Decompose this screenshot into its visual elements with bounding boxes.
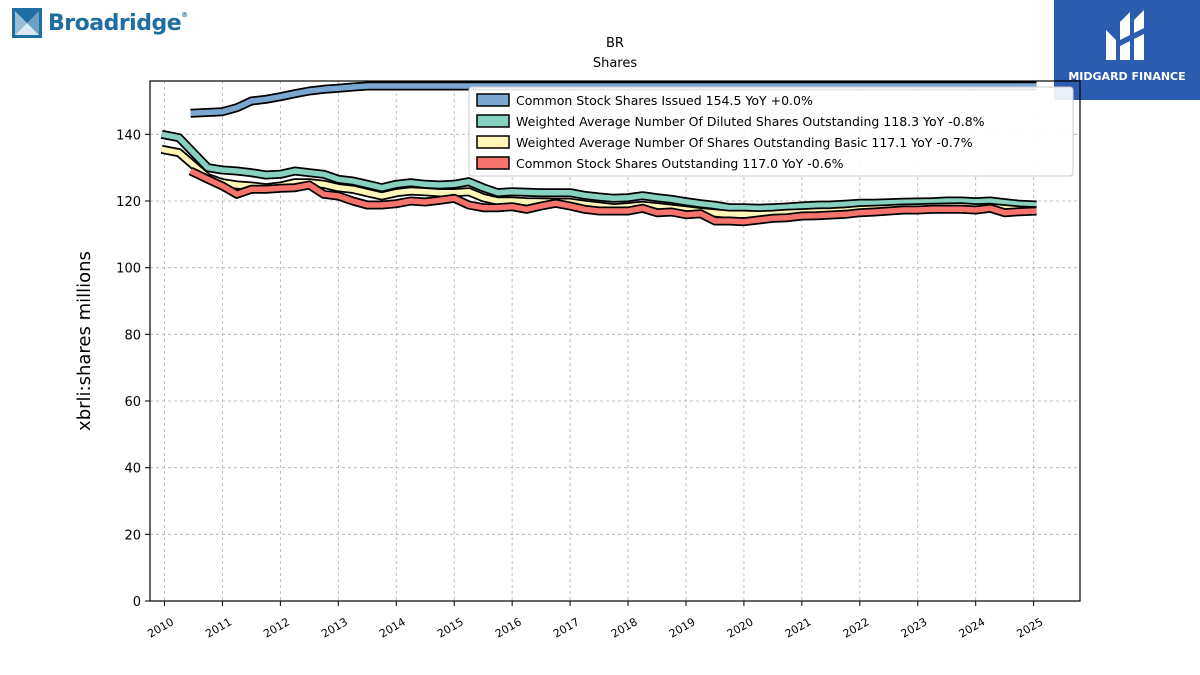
legend-swatch xyxy=(476,114,510,128)
x-axis: 2010 2011 2012 2013 2014 2015 2016 2017 2018 2019… xyxy=(145,601,1045,641)
y-tick-label: 140 xyxy=(116,128,141,143)
legend-label: Weighted Average Number Of Shares Outsta… xyxy=(516,135,973,150)
broadridge-logo: Broadridge® xyxy=(12,6,188,40)
series-4 xyxy=(188,166,1037,227)
x-tick-label: 2018 xyxy=(609,615,640,640)
y-tick-label: 100 xyxy=(116,262,141,277)
series-line xyxy=(190,83,1037,117)
x-tick-label: 2015 xyxy=(435,615,466,640)
series-line xyxy=(161,131,1037,212)
broadridge-wordmark: Broadridge® xyxy=(48,10,188,36)
y-tick-label: 60 xyxy=(124,395,141,410)
legend-swatch xyxy=(476,93,510,107)
y-tick-label: 40 xyxy=(124,462,141,477)
series-1 xyxy=(190,81,1037,118)
x-tick-label: 2022 xyxy=(841,615,872,640)
x-tick-label: 2020 xyxy=(725,615,756,640)
legend-label: Common Stock Shares Issued 154.5 YoY +0.… xyxy=(516,93,813,108)
legend-label: Common Stock Shares Outstanding 117.0 Yo… xyxy=(516,156,844,171)
chart-subtitle: Shares xyxy=(593,56,638,71)
x-tick-label: 2011 xyxy=(203,615,234,640)
legend-swatch xyxy=(476,156,510,170)
x-tick-label: 2021 xyxy=(783,615,814,640)
x-tick-label: 2012 xyxy=(261,615,292,640)
x-tick-label: 2017 xyxy=(551,615,582,640)
series-layer xyxy=(160,81,1037,227)
y-tick-label: 120 xyxy=(116,195,141,210)
legend-box xyxy=(468,86,1074,177)
x-tick-label: 2025 xyxy=(1015,615,1046,640)
series-2 xyxy=(160,129,1037,213)
legend-label: Weighted Average Number Of Diluted Share… xyxy=(516,114,985,129)
y-axis: 0 20 40 60 80 100 120 140 xyxy=(116,128,150,610)
legend-swatch xyxy=(476,135,510,149)
y-axis-label: xbrli:shares millions xyxy=(74,251,95,431)
legend: Common Stock Shares Issued 154.5 YoY +0.… xyxy=(468,86,1074,177)
y-tick-label: 0 xyxy=(133,595,141,610)
chart-title: BR xyxy=(606,36,624,51)
x-tick-label: 2023 xyxy=(899,615,930,640)
y-tick-label: 20 xyxy=(124,528,141,543)
partner-name: MIDGARD FINANCE xyxy=(1068,70,1186,83)
x-tick-label: 2016 xyxy=(493,615,524,640)
x-tick-label: 2019 xyxy=(667,615,698,640)
x-tick-label: 2014 xyxy=(377,615,408,640)
midgard-finance-logo: MIDGARD FINANCE xyxy=(1054,0,1200,100)
x-tick-label: 2024 xyxy=(957,615,988,640)
plot-frame xyxy=(149,80,1081,602)
y-tick-label: 80 xyxy=(124,328,141,343)
broadridge-mark-icon xyxy=(12,8,42,38)
x-tick-label: 2010 xyxy=(145,615,176,640)
midgard-mark-icon xyxy=(1106,10,1144,60)
series-line xyxy=(189,168,1037,225)
x-tick-label: 2013 xyxy=(319,615,350,640)
